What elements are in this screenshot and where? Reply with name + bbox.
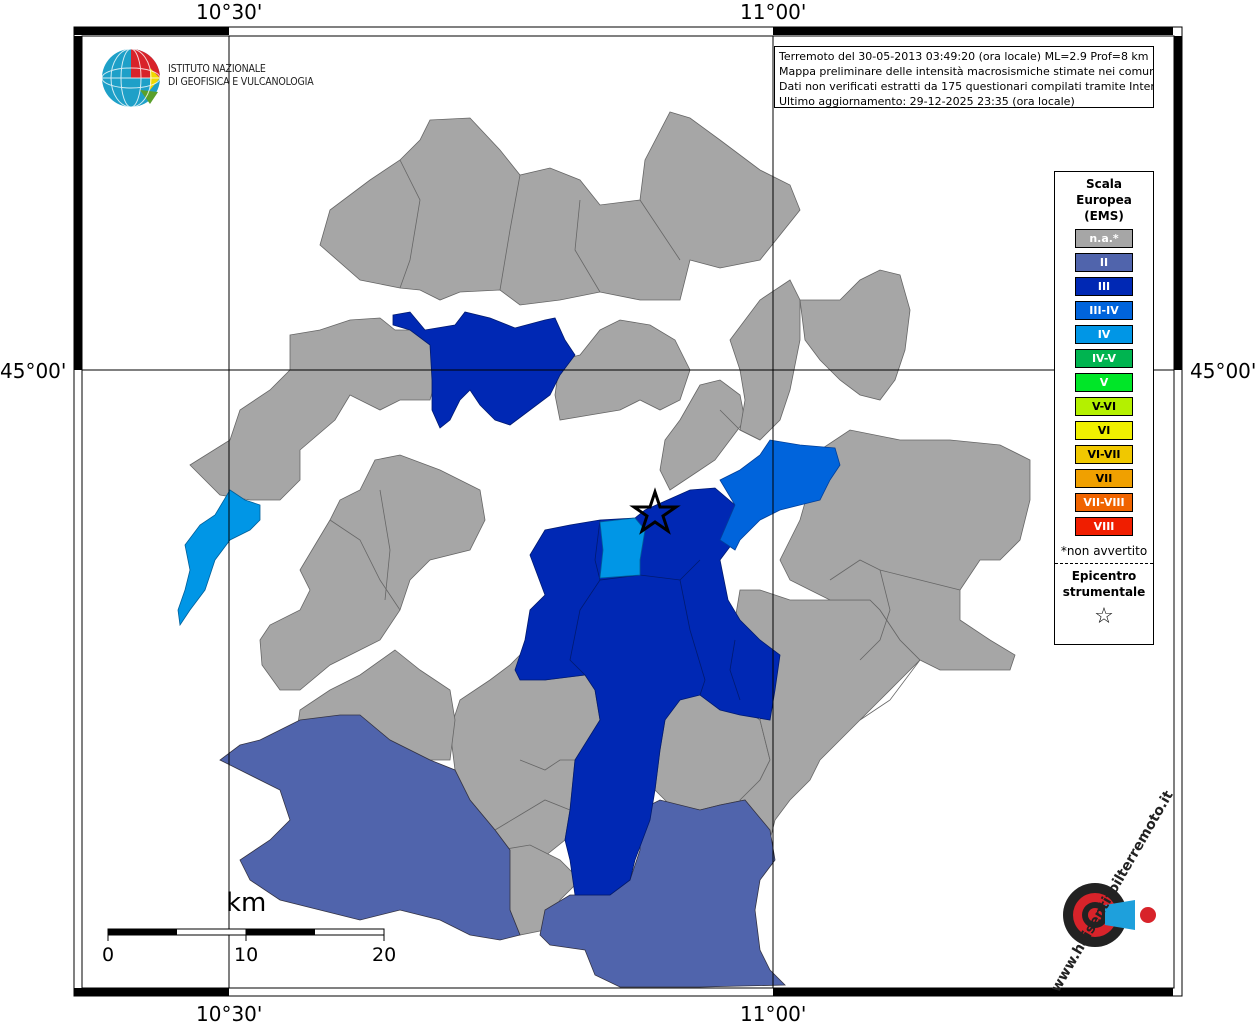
municipalities-iv [177,489,646,627]
epicenter-legend-star-icon: ☆ [1094,604,1114,629]
epicenter-label-line1: Epicentro [1071,569,1137,583]
legend-item-vi-vii: VI-VII [1075,445,1133,464]
legend-item-vi: VI [1075,421,1133,440]
graticule [82,36,1174,988]
scale-tick-10: 10 [234,944,259,966]
municipalities-iii-iv [719,439,841,551]
map-frame-outer [73,26,1183,997]
legend-title: Scala Europea (EMS) [1055,176,1153,224]
info-line-2: Mappa preliminare delle intensità macros… [779,65,1154,78]
legend-item-iii: III [1075,277,1133,296]
scale-tick-0: 0 [102,944,115,966]
legend-item-iv: IV [1075,325,1133,344]
seismograph-logo-icon [1063,883,1156,947]
legend-note: *non avvertito [1060,544,1148,558]
lon-label-top-right: 11°00' [740,0,807,24]
legend-item-vii-viii: VII-VIII [1075,493,1133,512]
legend-item-iv-v: IV-V [1075,349,1133,368]
info-line-3: Dati non verificati estratti da 175 ques… [779,80,1154,93]
municipalities-iii [392,311,781,896]
legend-items: n.a.* II III III-IV IV IV-V V V-VI VI VI-VII VII VI… [1055,229,1153,536]
scale-tick-20: 20 [372,944,397,966]
legend-item-v-vi: V-VI [1075,397,1133,416]
lon-label-top-left: 10°30' [196,0,263,24]
legend-item-viii: VIII [1075,517,1133,536]
legend-epicenter: Epicentro strumentale [1055,568,1153,600]
event-info-box: Terremoto del 30-05-2013 03:49:20 (ora l… [774,46,1154,108]
institute-line1: ISTITUTO NAZIONALE [168,63,266,75]
legend-item-n-a: n.a.* [1075,229,1133,248]
legend-item-iii-iv: III-IV [1075,301,1133,320]
lat-label-left: 45°00' [0,359,67,383]
ems-legend: Scala Europea (EMS) n.a.* II III III-IV IV IV… [1054,171,1154,645]
info-line-1: Terremoto del 30-05-2013 03:49:20 (ora l… [779,50,1149,63]
info-line-4: Ultimo aggiornamento: 29-12-2025 23:35 (… [779,95,1075,108]
epicenter-label-line2: strumentale [1062,585,1146,599]
legend-title-line3: (EMS) [1084,209,1124,223]
scale-unit: km [226,888,267,918]
globe-icon [101,48,161,108]
legend-separator [1055,563,1153,564]
institute-name: ISTITUTO NAZIONALE DI GEOFISICA E VULCAN… [168,63,314,89]
legend-item-vii: VII [1075,469,1133,488]
legend-title-line1: Scala [1085,177,1123,191]
institute-line2: DI GEOFISICA E VULCANOLOGIA [168,76,314,88]
municipalities-ii [219,714,786,988]
lon-label-bottom-right: 11°00' [740,1002,807,1026]
legend-title-line2: Europea [1076,193,1132,207]
legend-item-ii: II [1075,253,1133,272]
lat-label-right: 45°00' [1190,359,1256,383]
lon-label-bottom-left: 10°30' [196,1002,263,1026]
epicenter-star-icon [629,487,681,535]
scale-bar [107,928,385,941]
legend-item-v: V [1075,373,1133,392]
